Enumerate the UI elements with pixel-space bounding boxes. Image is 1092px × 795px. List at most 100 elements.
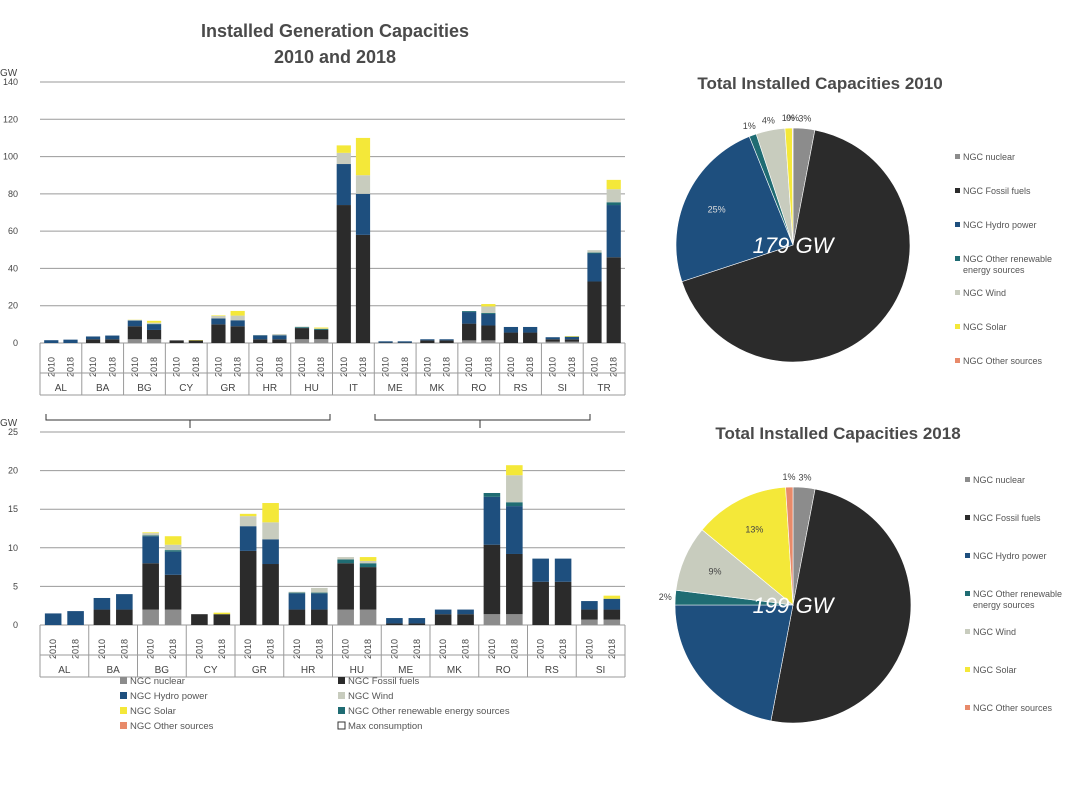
x-year-label: 2010 xyxy=(97,639,107,659)
bar-segment xyxy=(314,328,329,330)
bar-segment xyxy=(146,324,162,330)
bar-segment xyxy=(311,592,328,594)
bar-segment xyxy=(164,536,182,545)
pie-legend-swatch xyxy=(955,222,960,227)
x-year-label: 2018 xyxy=(358,357,368,377)
bar-segment xyxy=(355,234,371,343)
bar-segment xyxy=(532,581,549,625)
bar-segment xyxy=(105,339,120,343)
bar-segment xyxy=(311,609,328,625)
y-tick-label: 15 xyxy=(8,504,18,514)
pie-legend-swatch xyxy=(965,515,970,520)
bar-segment xyxy=(146,320,162,323)
bar-segment xyxy=(337,563,354,610)
x-year-label: 2018 xyxy=(266,639,276,659)
bar-segment xyxy=(337,557,354,560)
legend-label: NGC Other renewable energy sources xyxy=(348,706,510,717)
bar-segment xyxy=(603,619,621,625)
bar-segment xyxy=(386,618,403,624)
bar-segment xyxy=(314,329,329,330)
pie-legend-swatch xyxy=(955,256,960,261)
bar-segment xyxy=(230,320,245,327)
bar-segment xyxy=(164,544,182,551)
bar-chart-title: Installed Generation Capacities 2010 and… xyxy=(150,18,520,70)
legend-swatch xyxy=(337,721,346,730)
bar-segment xyxy=(554,558,572,582)
bar-segment xyxy=(506,465,523,476)
pie-legend-label: NGC Solar xyxy=(973,665,1017,675)
bar-segment xyxy=(581,619,598,625)
bar-segment xyxy=(606,189,621,203)
pie-slice-label: 4% xyxy=(762,115,775,125)
y-axis-unit-0: GW xyxy=(0,68,18,79)
bar-segment xyxy=(359,609,377,625)
bar-segment xyxy=(503,332,519,343)
y-tick-label: 80 xyxy=(8,189,18,199)
bar-segment xyxy=(581,601,598,610)
bar-segment xyxy=(483,496,501,545)
bar-segment xyxy=(67,611,84,625)
bar-segment xyxy=(481,325,496,341)
x-group-label: IT xyxy=(349,383,358,394)
x-year-label: 2010 xyxy=(389,639,399,659)
legend-label: NGC Other sources xyxy=(130,721,214,732)
x-year-label: 2010 xyxy=(213,357,223,377)
bar-segment xyxy=(481,304,496,307)
bar-segment xyxy=(564,336,580,337)
bar-segment xyxy=(211,318,226,325)
bar-segment xyxy=(564,336,580,340)
pie-legend-label: NGC Hydro power xyxy=(963,220,1037,230)
x-year-label: 2010 xyxy=(584,639,594,659)
bar-segment xyxy=(253,335,268,340)
bar-chart-title-line1: Installed Generation Capacities xyxy=(200,21,470,41)
x-group-label: HU xyxy=(350,665,364,676)
x-group-label: CY xyxy=(179,383,193,394)
bar-segment xyxy=(434,609,452,615)
bar-segment xyxy=(506,553,523,615)
x-year-label: 2018 xyxy=(149,357,159,377)
bar-segment xyxy=(230,315,245,321)
bar-segment xyxy=(564,339,580,342)
pie-slice-label: 25% xyxy=(708,205,726,215)
bar-segment xyxy=(439,340,454,343)
bar-segment xyxy=(439,339,454,341)
x-group-label: SI xyxy=(558,383,567,394)
bar-segment xyxy=(239,516,257,527)
group-bracket xyxy=(374,414,591,428)
pie-legend-swatch xyxy=(955,188,960,193)
pie-legend-label: NGC Other renewable xyxy=(963,254,1052,264)
x-year-label: 2018 xyxy=(168,639,178,659)
x-year-label: 2010 xyxy=(146,639,156,659)
x-group-label: BG xyxy=(137,383,152,394)
x-year-label: 2018 xyxy=(558,639,568,659)
bar-segment xyxy=(408,623,426,625)
bar-segment xyxy=(483,614,501,625)
bar-segment xyxy=(164,609,182,625)
x-group-label: HR xyxy=(301,665,315,676)
bar-segment xyxy=(146,339,162,343)
group-bracket xyxy=(45,414,331,428)
x-year-label: 2018 xyxy=(461,639,471,659)
x-year-label: 2018 xyxy=(119,639,129,659)
bar-segment xyxy=(164,551,182,575)
bar-segment xyxy=(355,193,371,235)
legend-swatch xyxy=(338,692,345,699)
pie-2010-title: Total Installed Capacities 2010 xyxy=(697,74,943,93)
bar-segment xyxy=(93,597,111,610)
x-group-label: MK xyxy=(447,665,462,676)
bar-segment xyxy=(44,613,62,625)
bar-segment xyxy=(213,614,231,625)
y-tick-label: 140 xyxy=(3,77,18,87)
bar-segment xyxy=(142,532,159,534)
legend-swatch xyxy=(120,677,127,684)
x-year-label: 2010 xyxy=(46,357,56,377)
x-year-label: 2010 xyxy=(172,357,182,377)
pie-legend-label: NGC Fossil fuels xyxy=(963,186,1031,196)
bar-segment xyxy=(420,339,435,341)
x-year-label: 2010 xyxy=(487,639,497,659)
bar-segment xyxy=(262,564,279,625)
bar-segment xyxy=(545,339,560,342)
pie-slice-label: 13% xyxy=(745,524,763,534)
bar-segment xyxy=(408,618,426,624)
x-year-label: 2018 xyxy=(217,639,227,659)
